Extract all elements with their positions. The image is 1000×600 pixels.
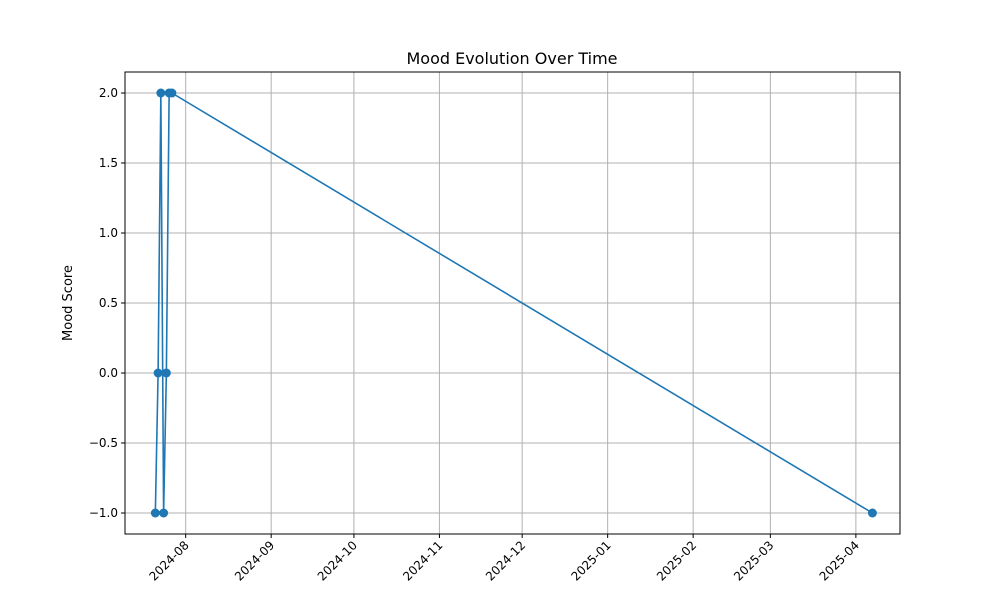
y-tick-label: 0.5 [99,296,118,310]
chart-title: Mood Evolution Over Time [406,49,617,68]
x-tick-label: 2025-02 [654,538,699,583]
y-tick-label: 2.0 [99,86,118,100]
y-tick-label: 1.0 [99,226,118,240]
x-tick-label: 2025-01 [568,538,613,583]
x-tick-label: 2024-12 [483,538,528,583]
x-tick-label: 2025-04 [817,538,862,583]
data-point-marker [156,88,166,98]
data-point-marker [167,88,177,98]
grid-lines [125,72,900,534]
x-tick-label: 2024-10 [315,538,360,583]
axis-ticks: 2024-08 2024-09 2024-10 2024-11 2024-12 2025-… [89,86,862,584]
data-point-marker [867,508,877,518]
data-point-marker [159,508,169,518]
data-point-marker [153,368,163,378]
data-point-marker [161,368,171,378]
plot-area-frame [124,71,901,535]
series-layer [150,88,877,518]
x-tick-label: 2024-11 [400,538,445,583]
y-tick-label: 0.0 [99,366,118,380]
y-axis-label: Mood Score [61,265,76,341]
x-tick-label: 2024-08 [146,538,191,583]
y-tick-label: −0.5 [89,436,118,450]
x-tick-label: 2024-09 [232,538,277,583]
y-tick-label: 1.5 [99,156,118,170]
y-tick-label: −1.0 [89,506,118,520]
data-point-marker [150,508,160,518]
x-tick-label: 2025-03 [731,538,776,583]
